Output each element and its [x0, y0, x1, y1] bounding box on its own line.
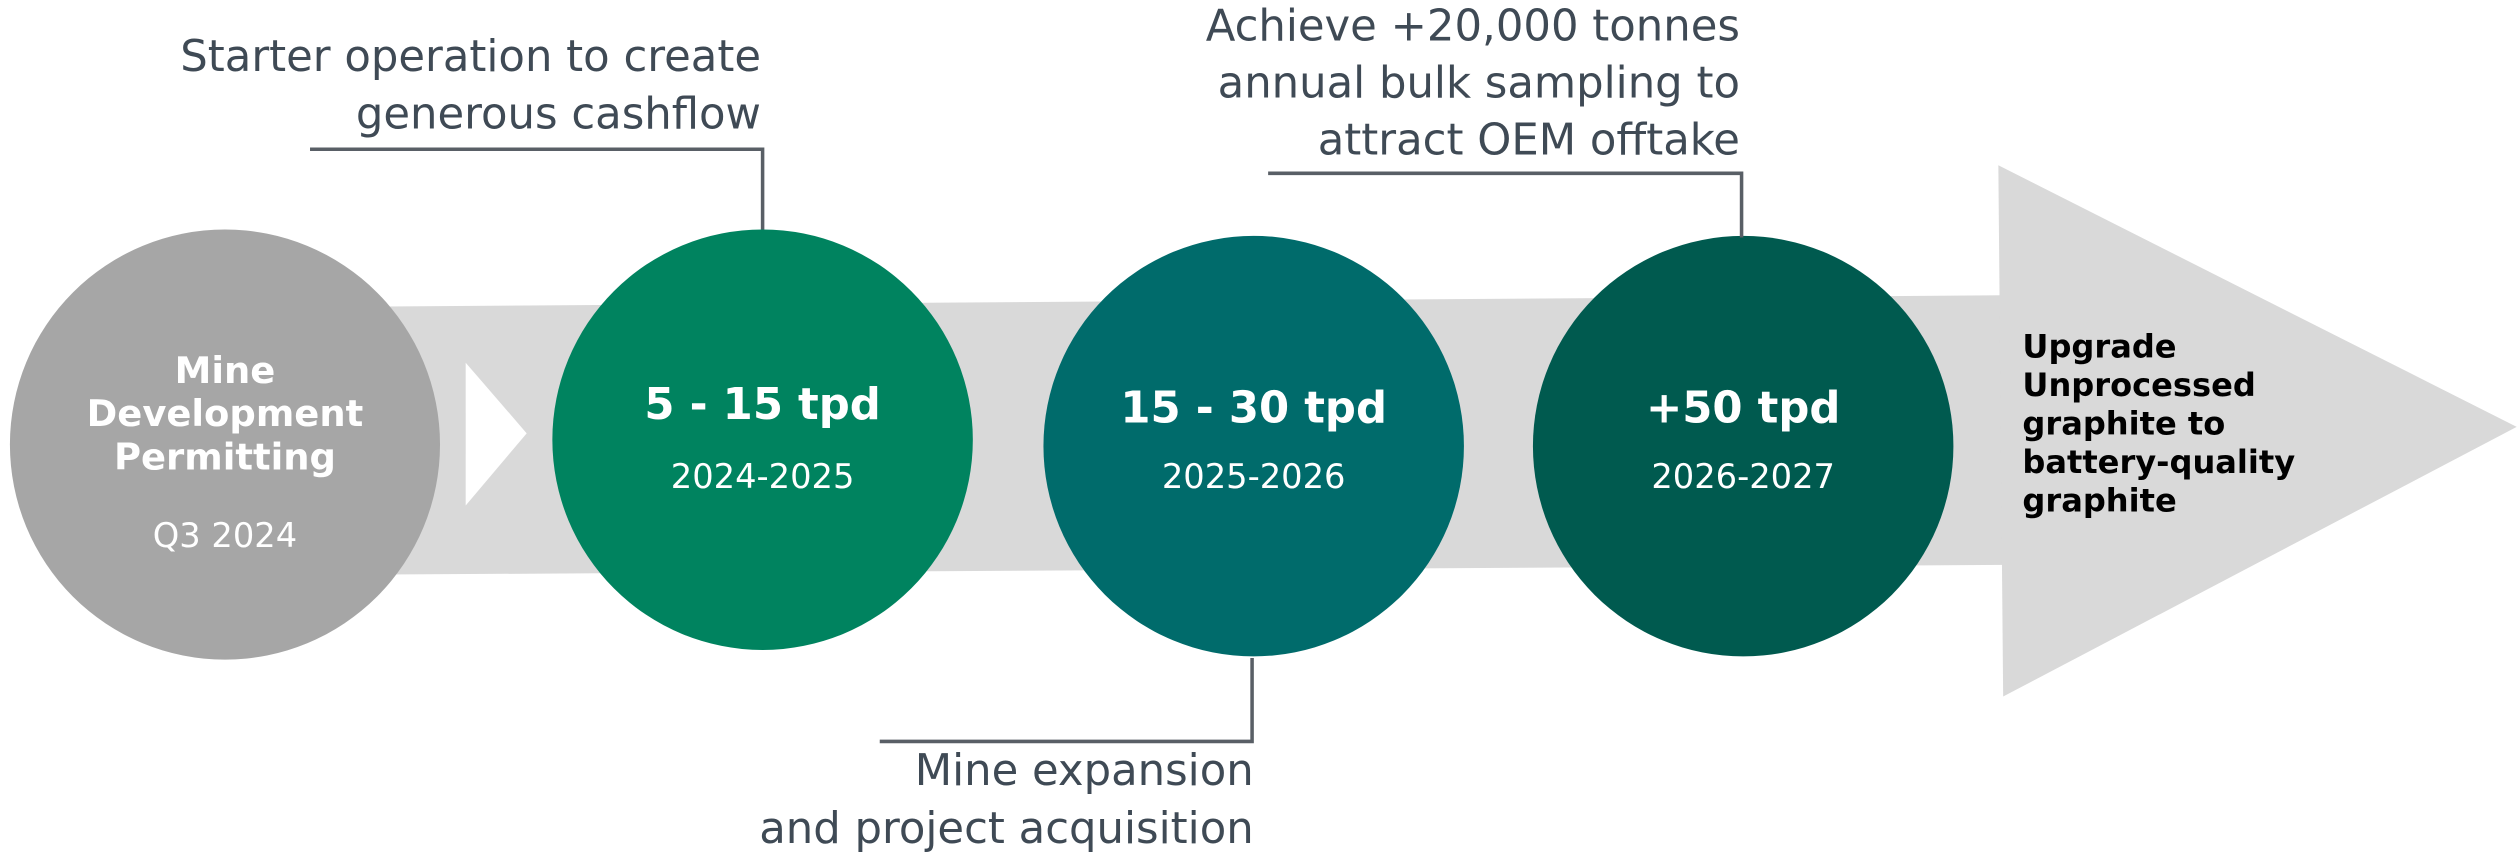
goal-text: Upgrade [2022, 327, 2176, 365]
callout-text: generous cashflow [356, 90, 761, 140]
callout-text: Achieve +20,000 tonnes [1206, 1, 1740, 51]
callout-text: and project acquisition [759, 804, 1253, 854]
arrow-head [1998, 165, 2517, 697]
stage-title: Permitting [114, 435, 336, 478]
callout-text: Starter operation to create [180, 32, 761, 82]
stage-title: Development [87, 392, 364, 435]
goal-text: graphite to [2022, 404, 2225, 442]
stage-title: +50 tpd [1646, 383, 1840, 433]
leader-line [310, 147, 765, 230]
stage-circle [552, 229, 973, 650]
stage-subtitle: Q3 2024 [153, 516, 297, 555]
stage-circle [1043, 235, 1464, 657]
goal-text: graphite [2022, 481, 2176, 519]
stage-circle [1532, 235, 1954, 657]
chevron [465, 362, 527, 506]
goal-text: Unprocessed [2022, 366, 2255, 404]
callout-text: Mine expansion [915, 746, 1254, 796]
stage-title: 5 - 15 tpd [644, 380, 880, 430]
stage-title: Mine [175, 349, 276, 392]
stage-subtitle: 2025-2026 [1162, 457, 1346, 496]
stage-subtitle: 2026-2027 [1651, 457, 1835, 496]
callout-text: attract OEM offtake [1318, 115, 1740, 165]
stage-title: 15 - 30 tpd [1120, 383, 1387, 433]
callout-text: annual bulk sampling to [1218, 58, 1740, 108]
stage-subtitle: 2024-2025 [671, 457, 855, 496]
leader-line [1268, 171, 1744, 238]
leader-line [879, 657, 1254, 744]
goal-text: battery-quality [2022, 443, 2295, 481]
stage-circle [9, 229, 441, 660]
